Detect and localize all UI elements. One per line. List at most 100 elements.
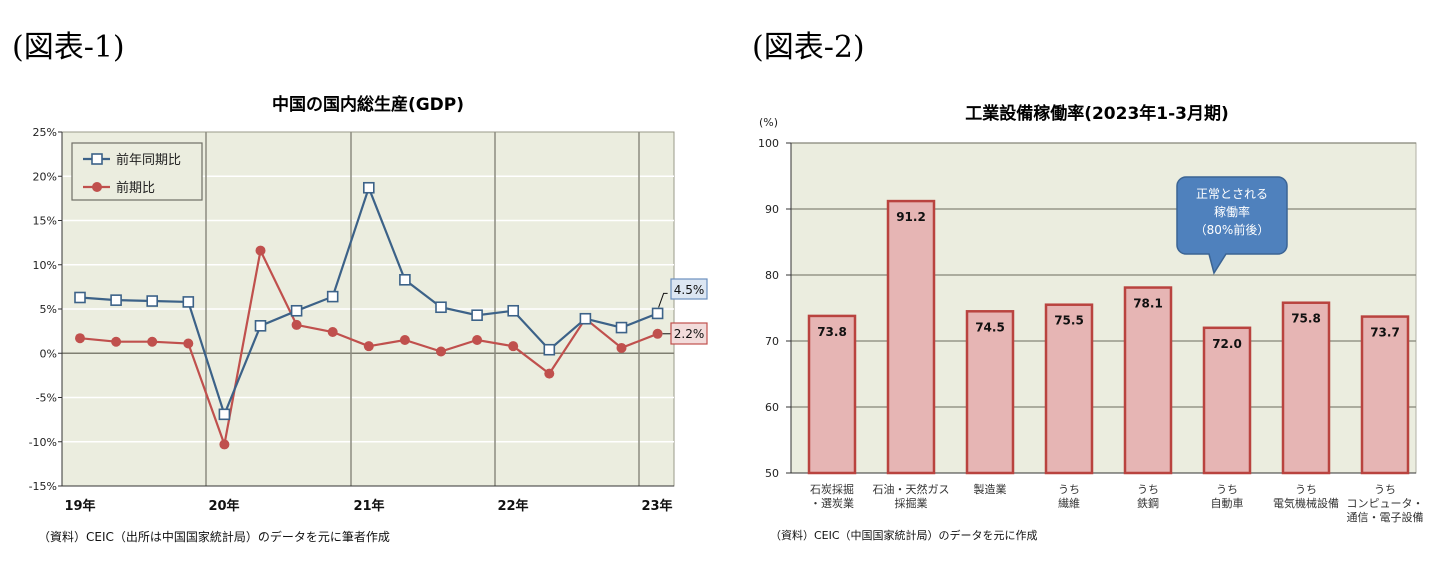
bar-rect: [1360, 315, 1410, 475]
y-tick-label: 10%: [33, 259, 57, 272]
category-label: 石炭採掘: [810, 482, 854, 496]
category-label: 繊維: [1058, 497, 1080, 510]
y-tick-label: 0%: [40, 347, 57, 360]
bar-rect: [807, 314, 857, 475]
data-point-square: [326, 290, 339, 303]
bar-value-label: 91.2: [896, 210, 926, 224]
y-tick-label: 90: [765, 203, 779, 216]
figure-1-source-note: （資料）CEIC（出所は中国国家統計局）のデータを元に筆者作成: [38, 530, 390, 544]
data-point-circle: [291, 319, 302, 330]
bar-rect: [965, 310, 1015, 475]
category-label: うち: [1295, 483, 1317, 496]
bar-rect: [1202, 326, 1252, 475]
x-tick-label: 23年: [641, 498, 672, 514]
data-point-square: [182, 296, 195, 308]
callout-text: 稼働率: [1214, 204, 1250, 219]
bar-rect: [1281, 301, 1331, 475]
bar-rect: [1123, 286, 1173, 475]
y-tick-label: 5%: [40, 303, 57, 316]
data-point-circle: [255, 245, 266, 256]
data-point-circle: [652, 328, 663, 339]
qoq-data-label: 2.2%: [674, 327, 705, 341]
data-point-circle: [508, 341, 519, 352]
data-point-circle: [327, 327, 338, 338]
chart-title: 工業設備稼働率(2023年1-3月期): [965, 103, 1229, 124]
category-label: 通信・電子設備: [1347, 510, 1424, 524]
data-point-square: [471, 309, 483, 321]
data-point-square: [615, 321, 628, 334]
category-label: コンピュータ・: [1347, 497, 1424, 510]
x-tick-label: 20年: [208, 498, 239, 514]
legend-square-icon: [91, 153, 103, 165]
data-point-circle: [75, 333, 85, 344]
data-point-circle: [111, 336, 122, 347]
yoy-data-label: 4.5%: [674, 283, 705, 297]
utilization-bar-chart: 工業設備稼働率(2023年1-3月期) (%) 100 90 80 70 60 50 73.8 石…: [758, 103, 1424, 524]
bar-value-label: 75.5: [1054, 314, 1084, 328]
data-point-square: [218, 408, 231, 421]
category-label: うち: [1137, 483, 1159, 496]
data-point-square: [399, 273, 411, 286]
category-label: 自動車: [1211, 496, 1244, 510]
category-label: ・選炭業: [810, 497, 854, 510]
yoy-label-leader: [658, 292, 668, 308]
category-label: 製造業: [974, 482, 1007, 496]
bar-value-label: 74.5: [975, 320, 1005, 334]
data-point-square: [254, 320, 267, 332]
data-point-circle: [472, 334, 483, 345]
y-unit-label: (%): [759, 116, 778, 129]
data-point-circle: [147, 336, 158, 347]
callout-bubble: [1176, 176, 1288, 275]
data-point-circle: [399, 334, 410, 345]
data-point-square: [651, 307, 664, 320]
callout-text: （80%前後）: [1195, 222, 1270, 237]
category-label: うち: [1374, 483, 1396, 496]
y-tick-label: 20%: [33, 170, 57, 183]
figure-2-source-note: （資料）CEIC（中国国家統計局）のデータを元に作成: [770, 529, 1038, 542]
bar: 73.8 石炭採掘・選炭業: [807, 314, 857, 510]
bar-value-label: 75.8: [1291, 312, 1321, 326]
data-point-circle: [436, 346, 446, 357]
data-point-square: [507, 304, 520, 317]
figure-1-label: (図表-1): [12, 30, 125, 65]
data-point-square: [74, 291, 86, 304]
series-yoy: [74, 181, 664, 421]
bar-value-label: 72.0: [1212, 337, 1242, 351]
legend-circle-icon: [92, 182, 102, 192]
x-tick-label: 19年: [64, 498, 95, 514]
y-tick-label: -15%: [29, 480, 57, 493]
data-point-square: [435, 301, 447, 314]
category-label: うち: [1058, 483, 1080, 496]
y-tick-label: 50: [765, 467, 779, 480]
bar-rect: [1044, 303, 1094, 475]
bar: 74.5 製造業: [965, 310, 1015, 496]
y-tick-label: 80: [765, 269, 779, 282]
category-label: 石油・天然ガス: [873, 482, 950, 496]
category-label: うち: [1216, 483, 1238, 496]
data-point-square: [543, 343, 556, 356]
data-point-square: [362, 181, 375, 194]
x-tick-label: 21年: [353, 498, 384, 514]
category-label: 鉄鋼: [1137, 496, 1159, 510]
series-qoq: [75, 245, 663, 450]
callout-text: 正常とされる: [1196, 187, 1268, 201]
qoq-data-label-box: [670, 322, 708, 345]
y-tick-label: 70: [765, 335, 779, 348]
x-tick-label: 22年: [497, 498, 528, 514]
y-tick-label: -5%: [36, 392, 57, 405]
y-tick-label: 15%: [33, 215, 57, 228]
bar-value-label: 73.7: [1370, 326, 1400, 340]
data-point-square: [146, 295, 158, 307]
data-point-square: [110, 294, 122, 306]
chart-title: 中国の国内総生産(GDP): [272, 94, 464, 115]
data-point-circle: [183, 338, 194, 349]
figure-2-label: (図表-2): [752, 30, 865, 65]
yoy-data-label-box: [670, 278, 708, 300]
data-point-circle: [616, 342, 627, 353]
